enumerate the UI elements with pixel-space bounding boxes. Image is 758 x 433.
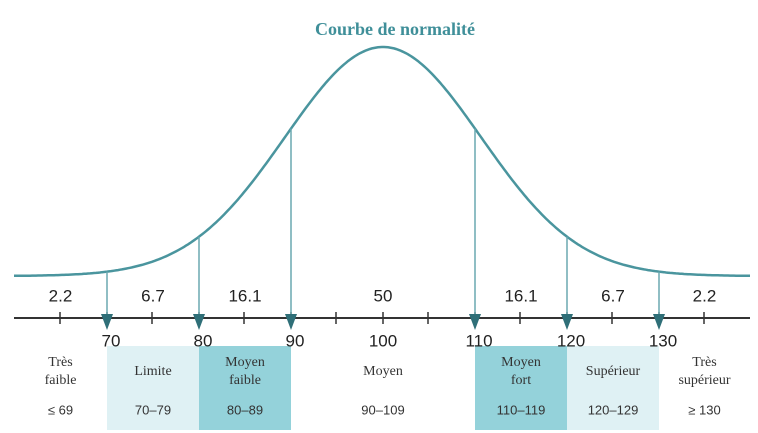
band-label: Limite xyxy=(134,364,171,379)
divider-arrow xyxy=(193,314,205,330)
tick-label: 90 xyxy=(286,331,305,350)
divider-arrow xyxy=(561,314,573,330)
band-label: supérieur xyxy=(678,373,730,388)
band-percent: 2.2 xyxy=(693,286,717,305)
band-percent: 16.1 xyxy=(228,286,261,305)
divider-arrow xyxy=(653,314,665,330)
band-label: Supérieur xyxy=(586,364,641,379)
band-range: 70–79 xyxy=(135,402,171,417)
band-label: Très xyxy=(48,355,72,370)
normal-curve xyxy=(14,45,750,278)
band-range: 110–119 xyxy=(497,402,546,417)
band-label: fort xyxy=(511,373,531,388)
tick-label: 130 xyxy=(649,331,677,350)
divider-arrow xyxy=(101,314,113,330)
title: Courbe de normalité xyxy=(315,19,475,39)
band-percent: 16.1 xyxy=(504,286,537,305)
divider-arrow xyxy=(285,314,297,330)
band-range: 120–129 xyxy=(588,402,639,417)
band-label: Moyen xyxy=(501,355,541,370)
band-range: ≤ 69 xyxy=(48,402,73,417)
band-percent: 6.7 xyxy=(141,286,165,305)
band-label: Moyen xyxy=(363,364,403,379)
tick-label: 120 xyxy=(557,331,585,350)
band-range: 80–89 xyxy=(227,402,263,417)
tick-label: 70 xyxy=(102,331,121,350)
band-box xyxy=(567,346,659,430)
divider-arrow xyxy=(469,314,481,330)
band-box xyxy=(475,346,567,430)
band-percent: 6.7 xyxy=(601,286,625,305)
tick-label: 80 xyxy=(194,331,213,350)
band-percent: 50 xyxy=(374,286,393,305)
band-label: Moyen xyxy=(225,355,265,370)
band-label: faible xyxy=(229,373,261,388)
band-box xyxy=(199,346,291,430)
band-label: Très xyxy=(692,355,716,370)
band-range: ≥ 130 xyxy=(688,402,720,417)
tick-label: 100 xyxy=(369,331,397,350)
tick-label: 110 xyxy=(465,331,492,350)
band-box xyxy=(107,346,199,430)
band-range: 90–109 xyxy=(361,402,404,417)
band-label: faible xyxy=(45,373,77,388)
band-percent: 2.2 xyxy=(49,286,73,305)
